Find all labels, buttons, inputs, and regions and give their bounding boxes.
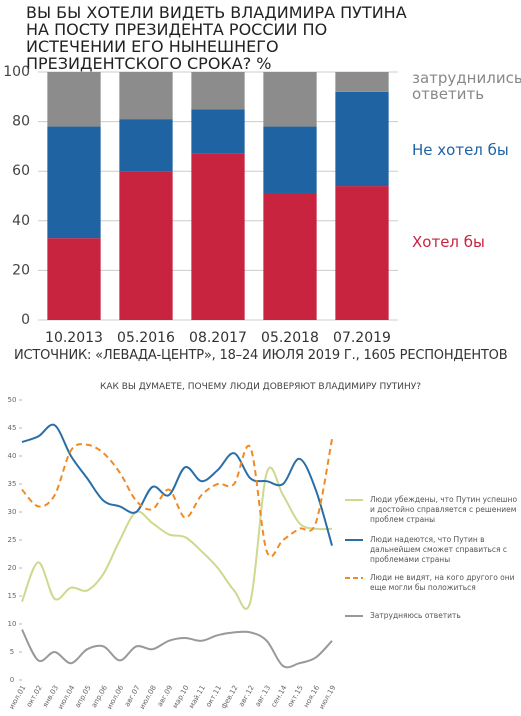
bar-segment bbox=[263, 72, 317, 127]
y-tick-label: 50 bbox=[8, 396, 17, 404]
x-tick-label: 05.2016 bbox=[117, 330, 175, 346]
bar-segment bbox=[263, 193, 317, 320]
x-tick-label: 10.2013 bbox=[45, 330, 103, 346]
bar-segment bbox=[335, 72, 389, 92]
y-tick-label: 45 bbox=[8, 424, 17, 432]
x-tick-label: 05.2018 bbox=[261, 330, 319, 346]
bar-segment bbox=[335, 91, 389, 187]
bar-segment bbox=[47, 126, 101, 239]
bar-segment bbox=[191, 109, 245, 154]
legend-entry: затруднились ответить bbox=[412, 69, 521, 103]
y-tick-label: 5 bbox=[10, 648, 14, 656]
bar-segment bbox=[119, 72, 173, 120]
series-line bbox=[21, 423, 333, 546]
x-tick-label: июл.01 bbox=[8, 684, 28, 711]
legend-entry: Хотел бы bbox=[412, 233, 485, 251]
y-tick-label: 20 bbox=[12, 262, 30, 278]
bar-segment bbox=[263, 126, 317, 194]
bar-segment bbox=[191, 72, 245, 110]
legend-entry: Люди не видят, на кого другого они еще м… bbox=[370, 573, 515, 592]
chart-title: КАК ВЫ ДУМАЕТЕ, ПОЧЕМУ ЛЮДИ ДОВЕРЯЮТ ВЛА… bbox=[99, 382, 422, 392]
y-tick-label: 30 bbox=[8, 508, 17, 516]
series-line bbox=[21, 466, 333, 610]
y-tick-label: 20 bbox=[8, 564, 17, 572]
x-tick-label: 07.2019 bbox=[333, 330, 391, 346]
legend-entry: Затрудняюсь ответить bbox=[370, 611, 461, 620]
bar-segment bbox=[47, 238, 101, 320]
x-tick-label: 08.2017 bbox=[189, 330, 247, 346]
series-line bbox=[21, 629, 333, 669]
y-tick-label: 40 bbox=[12, 213, 30, 229]
x-tick-label: июл.06 bbox=[105, 684, 125, 711]
series-line bbox=[21, 439, 333, 558]
y-tick-label: 0 bbox=[21, 312, 30, 328]
y-tick-label: 40 bbox=[8, 452, 17, 460]
y-tick-label: 35 bbox=[8, 480, 17, 488]
x-tick-label: июл.04 bbox=[56, 684, 76, 711]
y-tick-label: 0 bbox=[10, 676, 14, 684]
bar-segment bbox=[119, 171, 173, 320]
legend-entry: Люди надеются, что Путин в дальнейшем см… bbox=[370, 535, 508, 564]
legend-entry: Люди убеждены, что Путин успешно и досто… bbox=[370, 495, 518, 524]
y-tick-label: 80 bbox=[12, 114, 30, 130]
bar-segment bbox=[119, 119, 173, 172]
chart-title: ВЫ БЫ ХОТЕЛИ ВИДЕТЬ ВЛАДИМИРА ПУТИНА НА … bbox=[26, 3, 407, 73]
legend-entry: Не хотел бы bbox=[412, 141, 509, 159]
bar-segment bbox=[191, 153, 245, 320]
y-tick-label: 60 bbox=[12, 163, 30, 179]
bar-segment bbox=[335, 186, 389, 320]
bar-segment bbox=[47, 72, 101, 127]
source: ИСТОЧНИК: «ЛЕВАДА-ЦЕНТР», 18–24 ИЮЛЯ 201… bbox=[14, 348, 508, 363]
y-tick-label: 10 bbox=[8, 620, 17, 628]
y-tick-label: 25 bbox=[8, 536, 17, 544]
y-tick-label: 15 bbox=[8, 592, 17, 600]
y-tick-label: 100 bbox=[3, 64, 30, 80]
